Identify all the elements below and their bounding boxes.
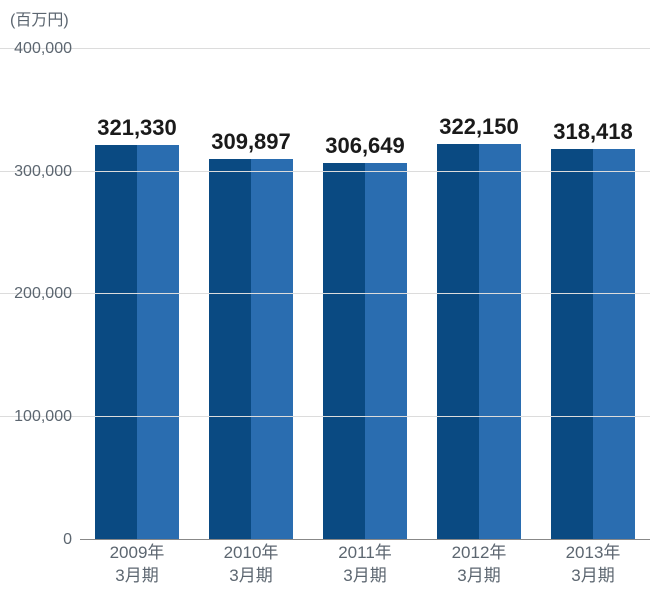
y-tick-label: 200,000: [14, 285, 72, 303]
bar-segment: [437, 144, 479, 539]
bars-container: 321,330309,897306,649322,150318,418: [80, 50, 650, 539]
bar-group: 318,418: [537, 50, 649, 539]
bar-group: 322,150: [423, 50, 535, 539]
grid-line: [0, 48, 650, 49]
bar-segment: [323, 163, 365, 539]
x-tick-label: 2011年3月期: [309, 542, 421, 588]
bar-group: 309,897: [195, 50, 307, 539]
bar-segment: [551, 149, 593, 539]
bar-segment: [137, 145, 179, 539]
x-tick-label: 2012年3月期: [423, 542, 535, 588]
y-tick-zero: 0: [63, 531, 72, 549]
grid-line: [0, 293, 650, 294]
x-tick-label: 2010年3月期: [195, 542, 307, 588]
x-axis-labels: 2009年3月期2010年3月期2011年3月期2012年3月期2013年3月期: [80, 542, 650, 588]
unit-label: (百万円): [10, 6, 69, 30]
bar-segment: [365, 163, 407, 539]
bar-segment: [251, 159, 293, 539]
x-tick-label: 2009年3月期: [81, 542, 193, 588]
y-tick-label: 400,000: [14, 40, 72, 58]
grid-line: [0, 171, 650, 172]
x-tick-label: 2013年3月期: [537, 542, 649, 588]
bar-segment: [479, 144, 521, 539]
bar-segment: [209, 159, 251, 539]
y-tick-label: 100,000: [14, 408, 72, 426]
bar-group: 321,330: [81, 50, 193, 539]
bar-value-label: 318,418: [523, 119, 656, 145]
bar-segment: [95, 145, 137, 539]
grid-line: [0, 416, 650, 417]
bar-segment: [593, 149, 635, 539]
y-tick-label: 300,000: [14, 163, 72, 181]
plot-area: 0 321,330309,897306,649322,150318,418 40…: [80, 50, 650, 540]
bar-group: 306,649: [309, 50, 421, 539]
bar-chart: (百万円) 0 321,330309,897306,649322,150318,…: [0, 0, 656, 610]
